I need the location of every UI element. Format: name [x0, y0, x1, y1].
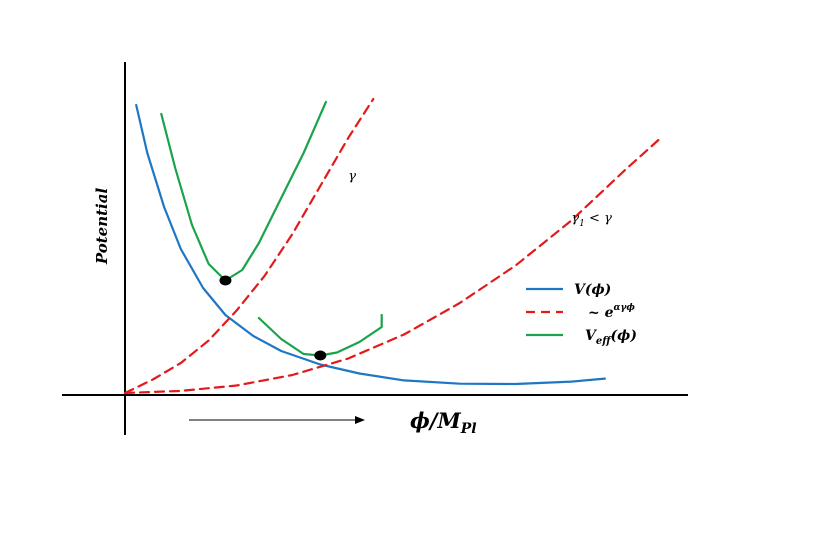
curve-label-1: γ1 < γ [571, 211, 612, 229]
curve-label-sub: 1 [579, 219, 585, 229]
curve-labels: γγ1 < γ [348, 169, 612, 229]
legend-label-sub: eff [596, 336, 612, 347]
series-line-1 [123, 97, 375, 395]
curve-label-0: γ [348, 169, 356, 184]
series-line-3 [160, 100, 327, 282]
curve-label-rest: < γ [585, 211, 612, 226]
legend-label-1: ~ eαγϕ [588, 303, 635, 321]
direction-arrow [189, 416, 365, 424]
legend-label-2: Veff(ϕ) [585, 328, 637, 347]
legend-label-main: V [585, 328, 598, 344]
x-axis-label: ϕ/MPl [410, 408, 477, 437]
x-axis-label-main: ϕ/M [410, 408, 461, 433]
series-line-4 [257, 313, 383, 357]
curve-label-main: γ [348, 169, 356, 184]
curve-label-main: γ [571, 211, 579, 226]
series-layer [123, 97, 662, 395]
minimum-2-point [314, 350, 327, 361]
legend-label-main: V(ϕ) [574, 282, 611, 298]
legend-label-rest: (ϕ) [611, 328, 637, 344]
y-axis-label: Potential [93, 188, 111, 266]
arrow-head [355, 416, 365, 424]
legend-label-main: ~ e [588, 305, 614, 321]
legend-label-0: V(ϕ) [574, 282, 611, 298]
legend-label-sup: αγϕ [614, 303, 636, 313]
points-layer [219, 275, 327, 361]
series-line-2 [123, 136, 662, 395]
x-axis-label-sub: Pl [460, 421, 477, 437]
series-line-0 [135, 103, 607, 386]
axes [62, 62, 688, 435]
minimum-1-point [219, 275, 232, 286]
